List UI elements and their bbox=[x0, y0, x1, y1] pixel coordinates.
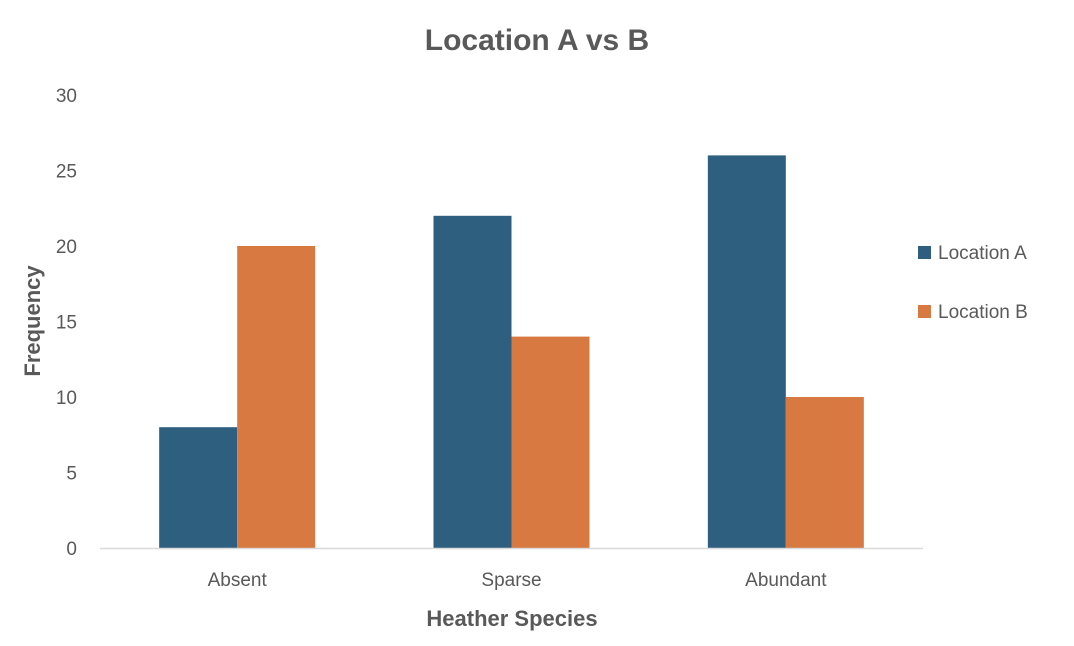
chart-title: Location A vs B bbox=[425, 24, 649, 57]
legend-swatch bbox=[918, 246, 931, 259]
x-tick-label: Sparse bbox=[481, 570, 541, 591]
legend-label: Location B bbox=[938, 302, 1028, 323]
legend: Location A Location B bbox=[918, 243, 1028, 323]
x-axis-ticks: Absent Sparse Abundant bbox=[208, 570, 828, 591]
y-tick-label: 15 bbox=[56, 313, 77, 334]
y-tick-label: 30 bbox=[56, 86, 77, 107]
y-axis-ticks: 0 5 10 15 20 25 30 bbox=[56, 86, 77, 560]
y-tick-label: 5 bbox=[66, 464, 77, 485]
bar-location-b-abundant bbox=[785, 397, 864, 548]
y-axis-title: Frequency bbox=[20, 265, 45, 377]
bar-location-b-absent bbox=[237, 246, 316, 548]
y-tick-label: 25 bbox=[56, 162, 77, 183]
y-tick-label: 0 bbox=[66, 539, 77, 560]
y-tick-label: 20 bbox=[56, 237, 77, 258]
bar-location-b-sparse bbox=[511, 336, 590, 548]
bar-location-a-absent bbox=[159, 427, 238, 548]
x-tick-label: Abundant bbox=[745, 570, 827, 591]
legend-swatch bbox=[918, 305, 931, 318]
x-tick-label: Absent bbox=[208, 570, 268, 591]
legend-label: Location A bbox=[938, 243, 1027, 264]
bar-location-a-abundant bbox=[707, 155, 786, 548]
y-tick-label: 10 bbox=[56, 388, 77, 409]
x-axis-title: Heather Species bbox=[426, 606, 597, 631]
bars bbox=[159, 155, 864, 549]
bar-location-a-sparse bbox=[433, 215, 512, 549]
